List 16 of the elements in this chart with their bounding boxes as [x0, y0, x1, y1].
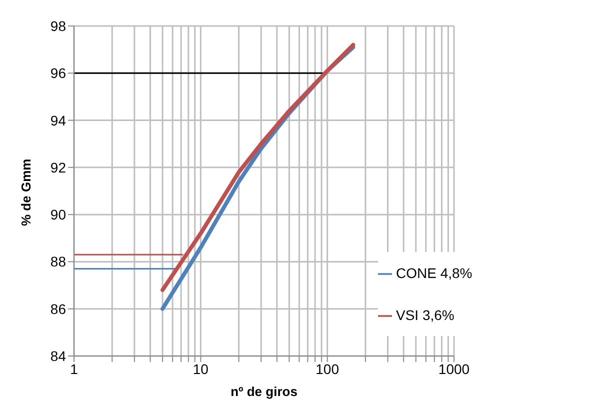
y-tick-label: 88 [50, 254, 66, 270]
x-tick-label: 1 [70, 360, 78, 377]
y-tick-label: 96 [50, 65, 66, 82]
y-tick-label: 98 [50, 18, 66, 34]
x-tick-label: 10 [192, 360, 209, 377]
x-tick-label: 1000 [438, 360, 470, 377]
y-tick-label: 94 [50, 112, 66, 128]
legend-label: CONE 4,8% [396, 265, 472, 281]
y-tick-label: 92 [50, 159, 66, 176]
legend-label: VSI 3,6% [396, 307, 454, 323]
x-axis-title: nº de giros [230, 384, 298, 399]
y-tick-label: 90 [50, 206, 66, 223]
y-tick-label: 86 [50, 300, 66, 317]
y-axis-title: % de Gmm [18, 158, 34, 226]
y-tick-label: 84 [50, 348, 66, 364]
x-tick-label: 100 [316, 360, 340, 377]
